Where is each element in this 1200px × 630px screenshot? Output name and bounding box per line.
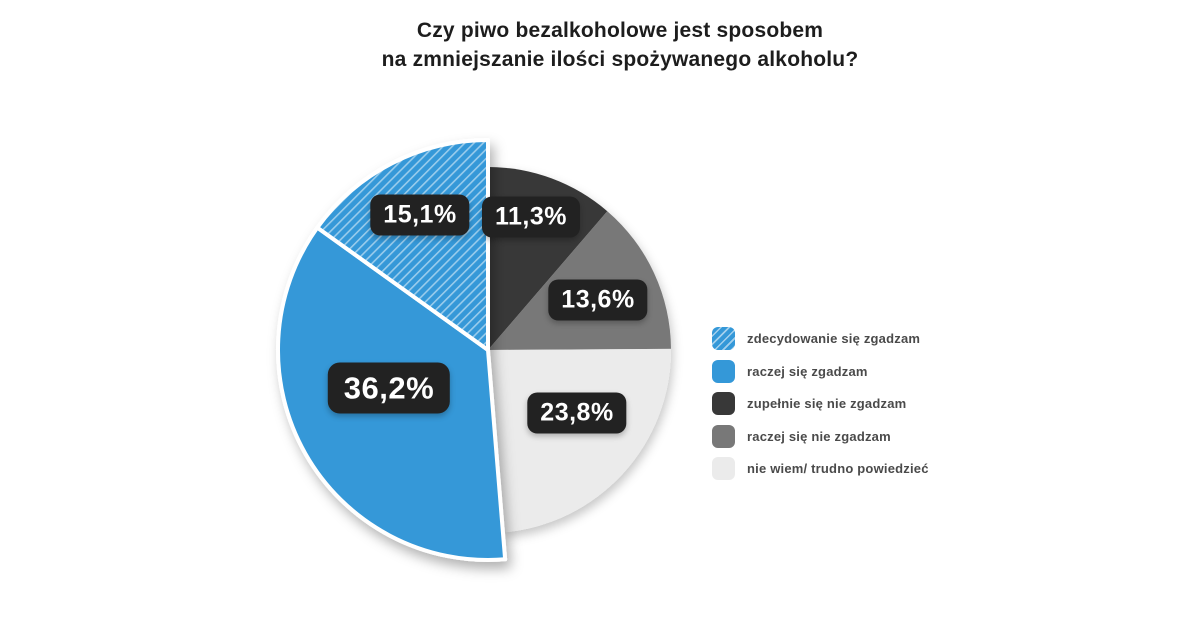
chart-title-line-1: Czy piwo bezalkoholowe jest sposobem (416, 19, 824, 42)
value-badge-nie-wiem-trudno-powiedziec: 23,8% (527, 392, 627, 434)
legend-item-zupelnie-sie-nie-zgadzam: zupełnie się nie zgadzam (712, 392, 929, 415)
value-badge-zdecydowanie-sie-zgadzam: 15,1% (370, 194, 470, 236)
legend-swatch-dark-gray (712, 392, 735, 415)
legend-label: zupełnie się nie zgadzam (747, 396, 907, 411)
legend-item-raczej-sie-zgadzam: raczej się zgadzam (712, 359, 929, 383)
legend-swatch-light-gray (712, 457, 735, 480)
legend-item-raczej-sie-nie-zgadzam: raczej się nie zgadzam (712, 424, 929, 448)
legend-item-zdecydowanie-sie-zgadzam: zdecydowanie się zgadzam (712, 327, 929, 350)
legend-swatch-hatched-blue (712, 327, 735, 350)
legend-label: nie wiem/ trudno powiedzieć (747, 461, 929, 476)
legend: zdecydowanie się zgadzam raczej się zgad… (712, 327, 929, 490)
legend-swatch-mid-gray (712, 424, 735, 448)
value-badge-raczej-sie-nie-zgadzam: 13,6% (548, 279, 648, 321)
value-badge-raczej-sie-zgadzam: 36,2% (327, 362, 451, 414)
value-badge-zupelnie-sie-nie-zgadzam: 11,3% (481, 196, 581, 238)
legend-label: raczej się nie zgadzam (747, 428, 891, 444)
legend-label: raczej się zgadzam (747, 363, 868, 379)
legend-label: zdecydowanie się zgadzam (747, 331, 921, 346)
legend-item-nie-wiem-trudno-powiedziec: nie wiem/ trudno powiedzieć (712, 457, 929, 480)
chart-title-line-2: na zmniejszanie ilości spożywanego alkoh… (381, 47, 859, 71)
chart-title: Czy piwo bezalkoholowe jest sposobem na … (20, 17, 1200, 74)
pie-slice-zdecydowanie-sie-zgadzam (315, 138, 490, 352)
legend-swatch-blue (712, 359, 735, 383)
pie-slice-nie-wiem-trudno-powiedziec (488, 348, 672, 533)
